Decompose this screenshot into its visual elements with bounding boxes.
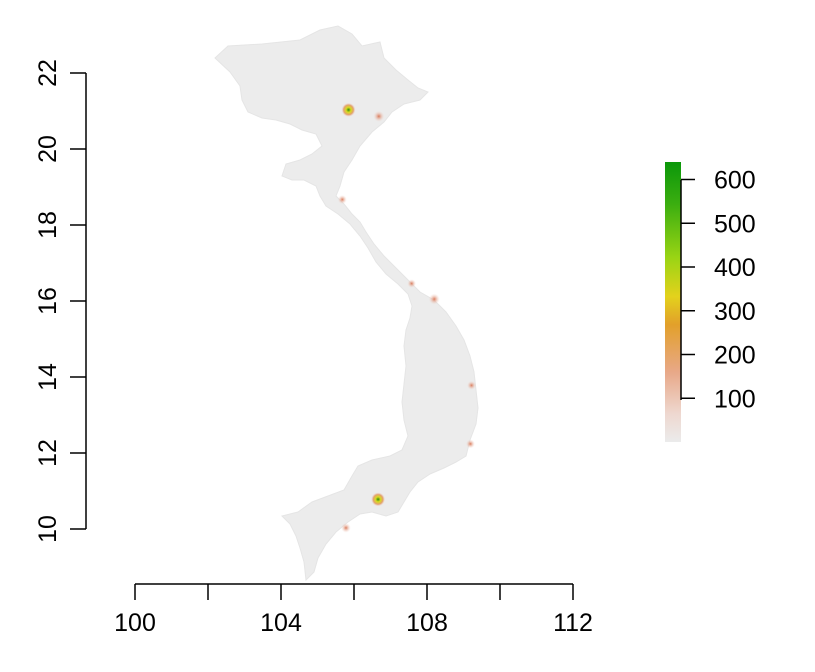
x-tick-label: 100 <box>114 609 156 637</box>
hotspot-hanoi <box>341 102 356 117</box>
hotspot-cantho <box>341 523 351 533</box>
hotspot-vinh <box>337 195 347 205</box>
x-tick-label: 112 <box>553 609 593 637</box>
legend-tick-label: 500 <box>714 210 756 238</box>
x-tick-label: 108 <box>406 609 448 637</box>
x-tick-label: 104 <box>260 609 302 637</box>
hotspot-haiphong <box>373 110 385 122</box>
color-legend: 100 200 300 400 500 600 <box>665 162 756 442</box>
legend-tick-label: 100 <box>714 385 756 413</box>
hotspot-nhatrang <box>465 439 475 449</box>
y-tick-label: 20 <box>34 135 62 163</box>
hotspot-layer <box>337 102 477 533</box>
hotspot-hochiminh <box>371 492 386 507</box>
legend-tick-label: 200 <box>714 342 756 370</box>
x-axis: 100 104 108 112 <box>114 583 593 637</box>
y-tick-label: 14 <box>34 363 62 391</box>
hotspot-hue <box>407 279 417 288</box>
vietnam-map-shape <box>214 25 479 582</box>
legend-color-bar <box>665 162 681 442</box>
y-tick-label: 10 <box>34 515 62 543</box>
y-tick-label: 18 <box>34 211 62 239</box>
y-axis: 10 12 14 16 18 20 22 <box>34 59 87 543</box>
legend-tick-label: 300 <box>714 298 756 326</box>
hotspot-quynhon <box>467 380 477 390</box>
legend-tick-label: 600 <box>714 167 756 195</box>
legend-tick-label: 400 <box>714 254 756 282</box>
y-tick-label: 16 <box>34 287 62 315</box>
hotspot-danang <box>428 293 440 305</box>
y-tick-label: 22 <box>34 59 62 87</box>
y-tick-label: 12 <box>34 439 62 467</box>
